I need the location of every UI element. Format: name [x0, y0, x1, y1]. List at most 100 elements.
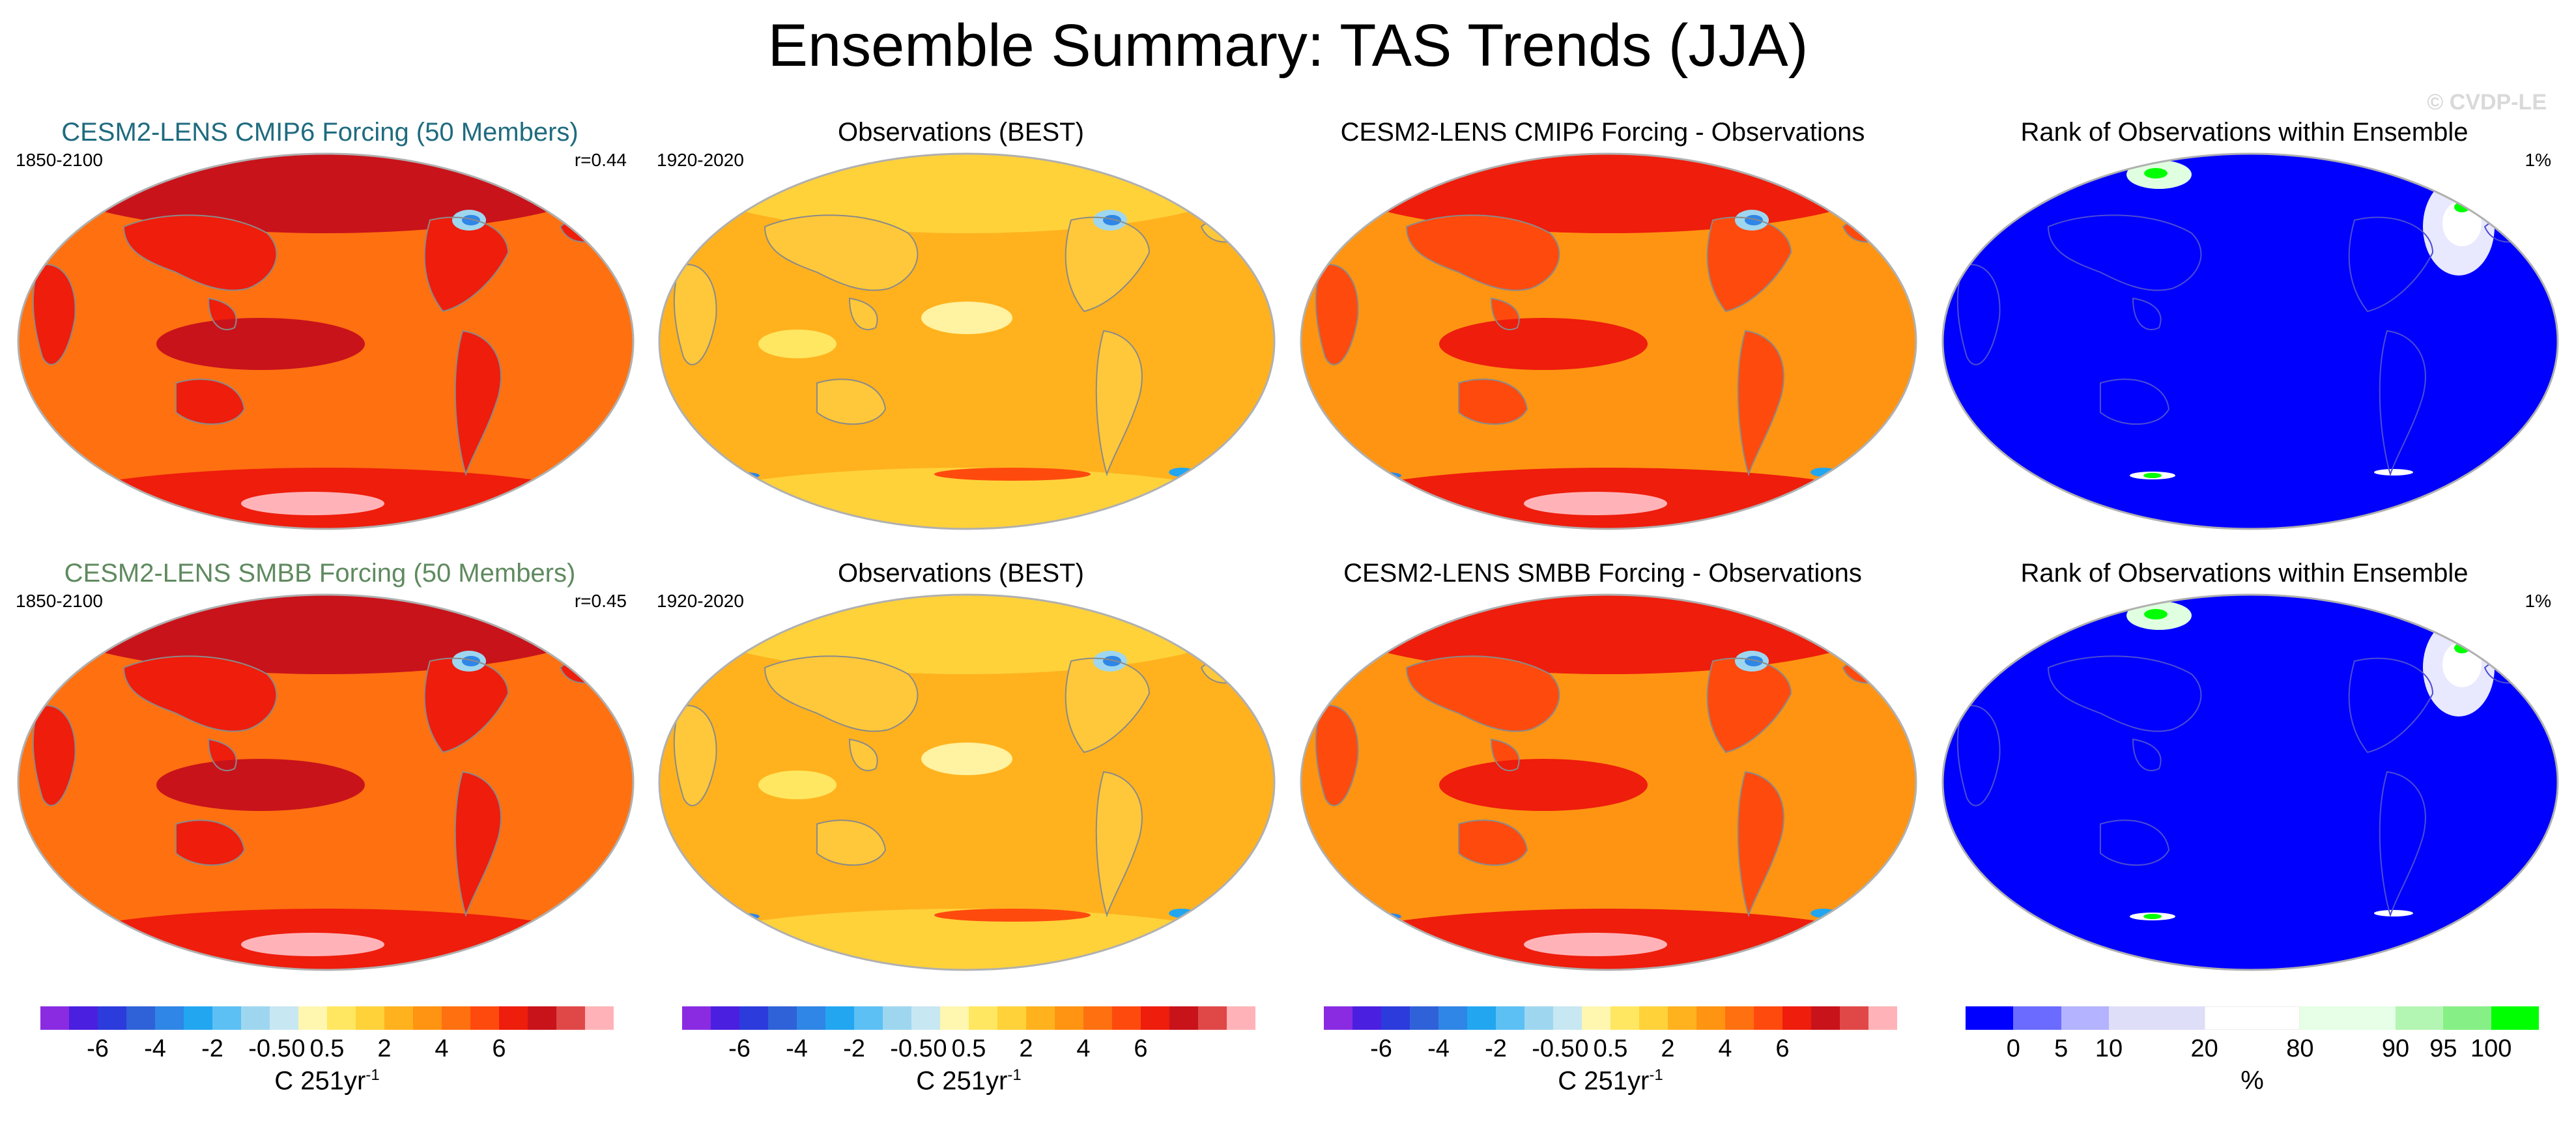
colorbar-swatch	[1782, 1006, 1811, 1030]
map-svg	[17, 593, 635, 971]
map-panel: Observations (BEST) 1920-2020	[645, 116, 1277, 546]
colorbar-tick-label: 2	[1661, 1035, 1675, 1062]
map-panel: Rank of Observations within Ensemble 1%	[1928, 116, 2560, 546]
rank-colorbar: 0 5 10 20 80 90 95 100%	[1966, 1006, 2539, 1095]
coastline	[848, 738, 878, 771]
colorbar-swatch	[1553, 1006, 1582, 1030]
cold-anomaly-core	[1745, 215, 1763, 225]
colorbar-swatch	[2013, 1006, 2061, 1030]
warm-patch	[921, 743, 1012, 775]
land-region	[176, 820, 244, 866]
map	[13, 589, 638, 975]
land-region	[1407, 656, 1560, 731]
colorbar-tick-label: 0	[2006, 1035, 2020, 1062]
antarctic-pink	[1315, 945, 1446, 963]
colorbar-tick-label: -2	[201, 1035, 223, 1062]
colorbar-tick-label: 2	[377, 1035, 392, 1062]
colorbar-units: %	[2240, 1066, 2264, 1095]
colorbar-swatch	[126, 1006, 155, 1030]
colorbar-swatch	[1811, 1006, 1840, 1030]
colorbar-swatch	[739, 1006, 768, 1030]
colorbar-swatch	[413, 1006, 442, 1030]
coastline	[175, 819, 246, 866]
coastline	[2132, 297, 2162, 330]
coastline	[1737, 771, 1784, 918]
colorbar-swatch	[1754, 1006, 1782, 1030]
warm-patch	[758, 330, 837, 358]
period-label: 1850-2100	[16, 150, 103, 170]
trend-colorbar: -6 -4 -2 -0.5 0 0.5 2 4 6 C 251yr-1	[682, 1006, 1255, 1095]
coastline	[1315, 705, 1359, 806]
colorbar-tick-label: 6	[492, 1035, 506, 1062]
land-region	[455, 772, 501, 915]
colorbar-swatch	[1524, 1006, 1553, 1030]
colorbar-swatch	[2204, 1006, 2300, 1030]
coastline	[1956, 264, 2001, 365]
map-panel: Observations (BEST) 1920-2020	[645, 557, 1277, 987]
map-panel: CESM2-LENS SMBB Forcing (50 Members) 1850…	[4, 557, 636, 987]
colorbar-swatch	[241, 1006, 270, 1030]
land-region	[176, 379, 244, 425]
period-label: 1920-2020	[657, 150, 744, 170]
colorbar-tick-label: -4	[786, 1035, 808, 1062]
coastline	[764, 655, 919, 732]
map-svg	[1300, 593, 1917, 971]
colorbar-swatch	[2491, 1006, 2539, 1030]
land-region	[1707, 217, 1791, 311]
land-region	[1459, 820, 1527, 866]
rank-top-region	[2454, 643, 2470, 653]
colorbar-swatch	[2396, 1006, 2444, 1030]
warm-patch	[758, 771, 837, 799]
colorbar-swatch	[2061, 1006, 2109, 1030]
arctic-band	[680, 154, 1253, 233]
colorbar-swatch	[556, 1006, 585, 1030]
colorbar-tick-label: 4	[435, 1035, 449, 1062]
colorbar-swatch	[711, 1006, 739, 1030]
map-svg	[658, 593, 1276, 971]
coastline	[1490, 297, 1520, 330]
colorbar-tick-label: 80	[2286, 1035, 2314, 1062]
panel-title: Observations (BEST)	[838, 118, 1084, 147]
colorbar-swatch	[327, 1006, 356, 1030]
coastline	[848, 297, 878, 330]
coastline	[1405, 214, 1560, 291]
colorbar-swatch	[1467, 1006, 1496, 1030]
colorbar-tick-label: 95	[2429, 1035, 2457, 1062]
colorbar-swatch	[184, 1006, 212, 1030]
land-region	[33, 705, 76, 806]
colorbar-swatch	[442, 1006, 470, 1030]
land-region	[1407, 215, 1560, 291]
map-svg	[1941, 593, 2559, 971]
coastline	[423, 216, 509, 313]
stat-label: 1%	[2525, 150, 2551, 170]
stat-label: 1%	[2525, 591, 2551, 611]
coastline	[2348, 657, 2434, 754]
colorbar-swatch	[997, 1006, 1026, 1030]
coastline	[1405, 655, 1560, 732]
colorbar-swatch	[1169, 1006, 1198, 1030]
colorbar-swatch	[1496, 1006, 1524, 1030]
colorbar-tick-label: 5	[2054, 1035, 2068, 1062]
tropical-band	[1439, 759, 1648, 811]
coastline	[2100, 378, 2170, 425]
colorbar-swatch	[1639, 1006, 1668, 1030]
land-region	[424, 217, 508, 311]
rank-antarctic-east	[2374, 469, 2413, 475]
map-border	[17, 593, 635, 971]
cold-anomaly-core	[462, 656, 480, 666]
land-region	[1065, 658, 1149, 752]
map-border	[1941, 593, 2559, 971]
land-region	[1065, 217, 1149, 311]
trend-colorbar: -6 -4 -2 -0.5 0 0.5 2 4 6 C 251yr-1	[1324, 1006, 1897, 1095]
land-region	[455, 331, 501, 474]
figure-title: Ensemble Summary: TAS Trends (JJA)	[767, 12, 1809, 79]
coastline	[1065, 216, 1151, 313]
map-border	[658, 593, 1276, 971]
coastline	[1956, 705, 2001, 806]
rank-top-region	[2454, 202, 2470, 212]
ocean-field	[1943, 154, 2558, 529]
arctic-band	[39, 154, 612, 233]
colorbar-tick-label: -6	[1370, 1035, 1392, 1062]
map-panel: Rank of Observations within Ensemble 1%	[1928, 557, 2560, 987]
map	[1938, 589, 2563, 975]
